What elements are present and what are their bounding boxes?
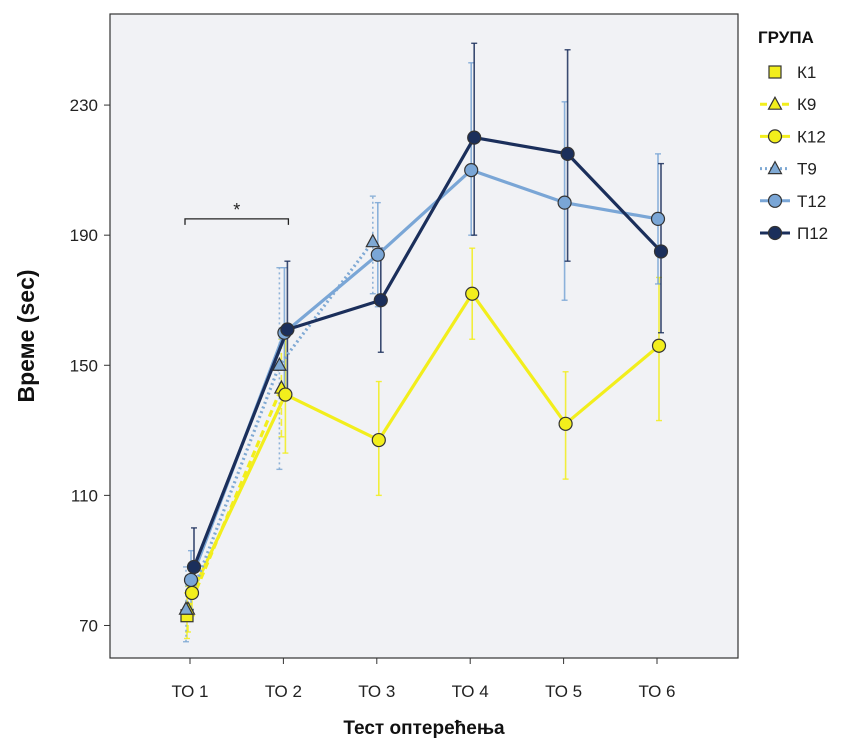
legend-label: К9 [797,95,816,114]
data-point-Т12 [650,211,666,227]
legend-label: Т12 [797,192,826,211]
x-axis: ТО 1 ТО 2 ТО 3 ТО 4 ТО 5 ТО 6 [171,658,676,701]
x-tick-label: ТО 4 [452,682,489,701]
y-tick-label: 230 [70,96,98,115]
legend-marker-К12 [767,129,783,144]
legend-marker-К9 [767,95,783,110]
x-tick-label: ТО 6 [638,682,675,701]
legend-label: Т9 [797,160,817,179]
series-markers [178,130,669,623]
data-point-П12 [467,130,482,145]
y-tick-label: 70 [79,616,98,635]
y-tick-label: 190 [70,226,98,245]
data-point-Т12 [557,195,572,210]
data-point-Т9 [271,357,287,371]
data-point-К12 [558,416,573,431]
x-tick-label: ТО 2 [265,682,302,701]
data-point-П12 [280,322,295,337]
y-axis-title: Време (sec) [13,269,39,402]
significance-bracket [184,218,290,225]
y-axis: 70 110 150 190 230 [70,96,110,635]
significance-annotations: * [184,200,290,225]
series-line-К12 [190,292,661,594]
legend-marker-К1 [768,65,782,79]
x-tick-label: ТО 3 [358,682,395,701]
data-point-П12 [653,244,669,259]
y-tick-label: 150 [70,356,98,375]
x-tick-label: ТО 1 [171,682,208,701]
data-point-К12 [371,432,386,448]
legend-title: ГРУПА [758,28,814,47]
data-point-П12 [560,146,575,161]
data-point-К12 [465,286,480,301]
data-point-Т12 [183,572,199,588]
data-point-П12 [186,559,202,575]
data-point-К12 [184,585,200,601]
data-point-Т12 [370,247,385,262]
x-tick-label: ТО 5 [545,682,582,701]
series-line-П12 [192,135,663,568]
series-line-К9 [186,387,283,610]
data-point-П12 [373,293,388,308]
data-point-Т9 [178,600,194,615]
y-tick-label: 110 [71,486,98,505]
data-point-Т12 [464,163,479,178]
plot-background [109,13,739,659]
significance-marker: * [233,200,240,220]
data-point-Т9 [365,233,381,248]
data-point-К12 [278,387,293,402]
legend-label: К1 [797,63,816,82]
legend-marker-Т9 [767,160,783,175]
x-axis-title: Тест оптерећења [343,718,505,739]
legend-label: К12 [797,127,826,146]
legend-marker-П12 [767,225,783,241]
legend-marker-Т12 [767,193,783,208]
legend: ГРУПА К1 К9 К12 Т9 Т12 П12 [758,28,828,243]
data-point-К12 [651,338,667,353]
legend-label: П12 [797,224,828,243]
